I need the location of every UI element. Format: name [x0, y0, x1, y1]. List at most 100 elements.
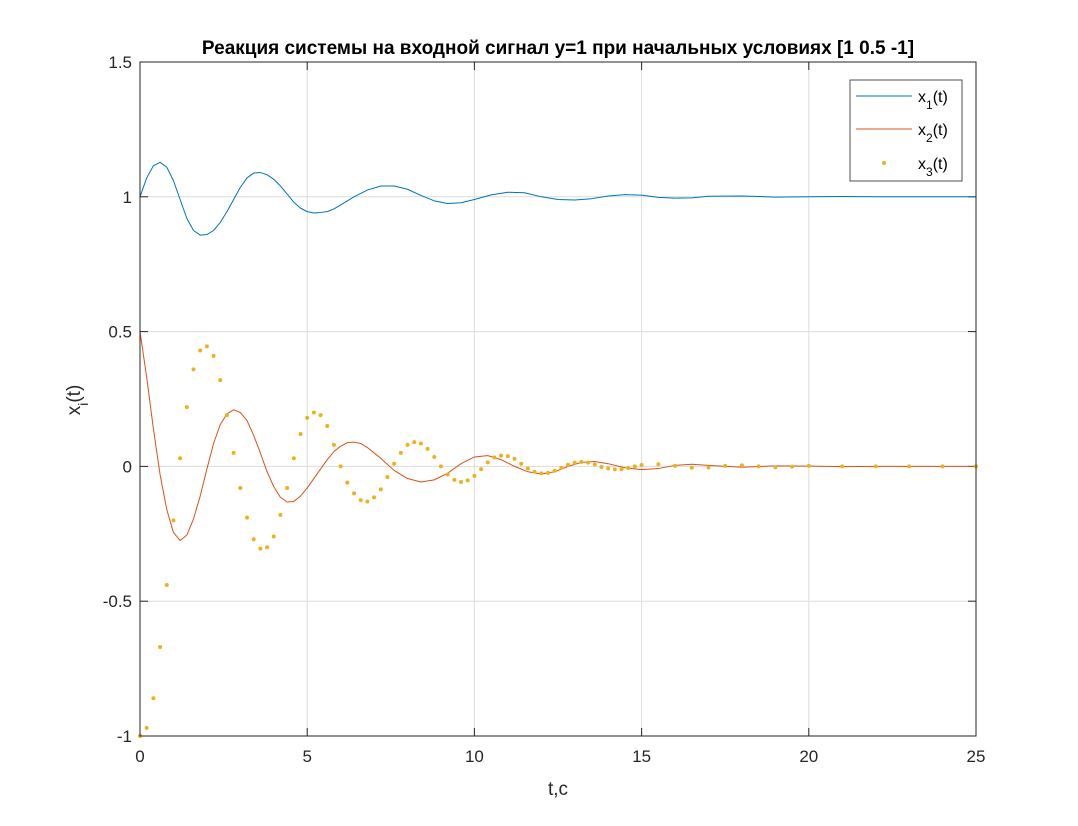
series-3-point	[285, 485, 290, 490]
x-tick-label: 0	[135, 747, 144, 766]
series-3-point	[572, 460, 577, 465]
series-3-point	[512, 456, 517, 461]
series-3-point	[318, 413, 323, 418]
y-tick-label: 1	[123, 188, 132, 207]
series-3-point	[532, 469, 537, 474]
series-3-point	[639, 463, 644, 468]
series-3-point	[586, 460, 591, 465]
series-3-point	[385, 475, 390, 480]
series-3-point	[178, 456, 183, 461]
series-3-point	[271, 534, 276, 539]
series-3-point	[298, 432, 303, 437]
series-3-point	[352, 491, 357, 496]
series-3-point	[345, 480, 350, 485]
series-3-point	[592, 462, 597, 467]
series-3-point	[579, 459, 584, 464]
legend-box	[849, 79, 963, 182]
series-3-point	[144, 725, 149, 730]
series-3-point	[632, 464, 637, 469]
series-3-point	[438, 464, 443, 469]
series-3-point	[739, 463, 744, 468]
plot-frame	[139, 61, 977, 737]
series-3-point	[198, 348, 203, 353]
series-3-point	[606, 466, 611, 471]
series-3-point	[452, 477, 457, 482]
series-3-point	[291, 456, 296, 461]
series-3-point	[278, 512, 283, 517]
series-3-point	[372, 495, 377, 500]
legend-label-x3: x3(t)	[918, 156, 948, 179]
series-3-point	[723, 463, 728, 468]
series-3-point	[358, 498, 363, 503]
series-3-point	[472, 473, 477, 478]
y-tick-label: 0	[123, 457, 132, 476]
series-3-point	[840, 464, 845, 469]
series-1-line	[139, 161, 976, 236]
series-3-point	[425, 446, 430, 451]
legend-swatch-x3	[882, 161, 886, 165]
chart-title: Реакция системы на входной сигнал y=1 пр…	[202, 38, 914, 59]
plot-area	[140, 62, 976, 736]
series-3-point	[265, 545, 270, 550]
series-3-point	[331, 442, 336, 447]
series-3-point	[418, 441, 423, 446]
series-3-point	[305, 415, 310, 420]
series-3-point	[218, 378, 223, 383]
series-3-point	[599, 464, 604, 469]
y-axis-label-base: x	[64, 405, 85, 415]
series-3-point	[432, 454, 437, 459]
series-3-point	[231, 450, 236, 455]
y-tick-label: 1.5	[108, 53, 132, 72]
series-3-point	[365, 499, 370, 504]
y-axis-label: xi(t)	[64, 385, 91, 416]
series-3-point	[756, 464, 761, 469]
legend-label-x2: x2(t)	[918, 122, 948, 145]
y-axis-label-sub: i	[75, 403, 91, 406]
series-3-point	[338, 464, 343, 469]
series-3-point	[479, 467, 484, 472]
series-3-point	[706, 465, 711, 470]
series-3-point	[158, 645, 163, 650]
series-3-point	[545, 470, 550, 475]
series-3-point	[619, 467, 624, 472]
series-3-point	[398, 450, 403, 455]
series-3-point	[258, 546, 263, 551]
series-3-point	[392, 461, 397, 466]
series-3-point	[164, 583, 169, 588]
y-axis-label-suffix: (t)	[64, 385, 85, 403]
series-3-point	[673, 463, 678, 468]
x-tick-label: 20	[799, 747, 818, 766]
series-3-point	[459, 480, 464, 485]
series-3-point	[245, 515, 250, 520]
series-3-point	[238, 485, 243, 490]
series-3-point	[204, 344, 209, 349]
series-3-point	[806, 463, 811, 468]
series-3-point	[612, 467, 617, 472]
legend: x1(t) x2(t) x3(t)	[849, 79, 963, 182]
series-3-point	[151, 696, 156, 701]
series-2-line	[139, 331, 976, 542]
series-3-point	[184, 405, 189, 410]
series-3-point	[211, 353, 216, 358]
series-3-point	[525, 466, 530, 471]
y-tick-label: -1	[117, 727, 132, 746]
series-3-point	[171, 518, 176, 523]
x-tick-label: 10	[465, 747, 484, 766]
series-3-point	[773, 465, 778, 470]
series-3-point	[378, 487, 383, 492]
series-3-point	[519, 461, 524, 466]
series-3-point	[485, 460, 490, 465]
series-3-point	[405, 442, 410, 447]
series-3-point	[445, 472, 450, 477]
series-3-point	[412, 440, 417, 445]
series-3-point	[790, 464, 795, 469]
x-axis-label: t,c	[548, 779, 568, 800]
series-3-point	[940, 464, 945, 469]
tick-labels: 0 5 10 15 20 25 -1 -0.5 0 0.5 1 1.5	[103, 53, 986, 766]
y-tick-label: -0.5	[103, 592, 132, 611]
series-3-point	[656, 462, 661, 467]
series-3-point	[311, 410, 316, 415]
series-3-point	[505, 454, 510, 459]
series-3-point	[492, 455, 497, 460]
